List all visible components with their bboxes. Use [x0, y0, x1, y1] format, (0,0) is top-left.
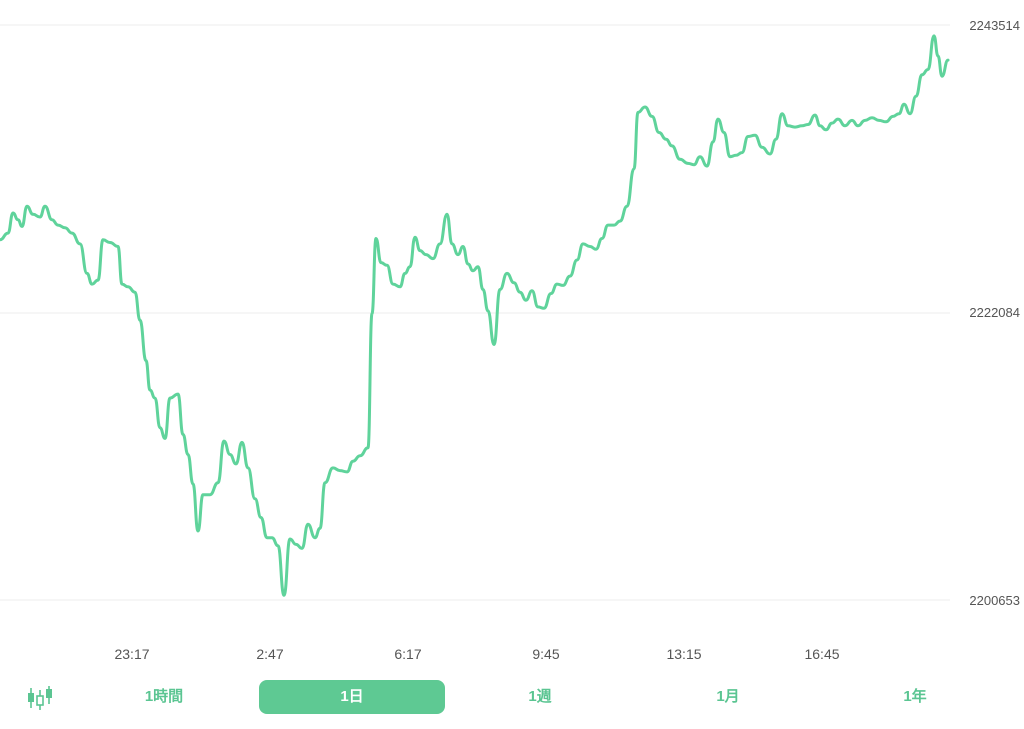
tab-1-year[interactable]: 1年: [903, 688, 927, 705]
y-tick-bottom: 2200653: [969, 593, 1020, 608]
x-tick-label: 16:45: [804, 646, 840, 662]
candlestick-icon[interactable]: [26, 684, 54, 712]
price-line-chart: [0, 24, 950, 601]
range-tabs: 1時間 1日 1週 1月 1年: [0, 678, 1024, 716]
x-tick-label: 6:17: [394, 646, 422, 662]
x-tick-label: 13:15: [666, 646, 702, 662]
tab-1-week[interactable]: 1週: [528, 688, 552, 705]
y-tick-mid: 2222084: [969, 305, 1020, 320]
y-tick-top: 2243514: [969, 18, 1020, 33]
tab-1-month[interactable]: 1月: [716, 688, 740, 705]
price-series-line: [0, 34, 950, 597]
tab-1-hour[interactable]: 1時間: [144, 688, 184, 705]
x-tick-label: 9:45: [532, 646, 560, 662]
tab-1-day[interactable]: 1日: [259, 680, 445, 714]
x-tick-label: 23:17: [114, 646, 150, 662]
x-tick-label: 2:47: [256, 646, 284, 662]
